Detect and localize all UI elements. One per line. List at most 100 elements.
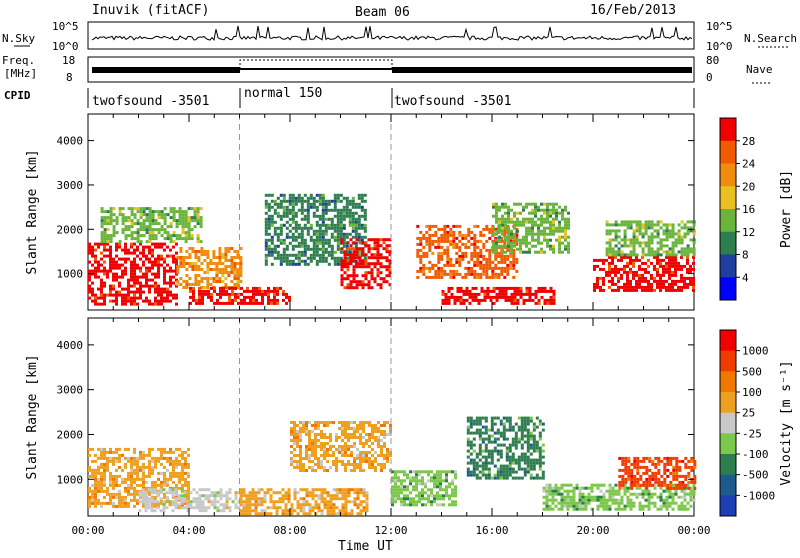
data-cell	[115, 276, 118, 279]
data-cell	[349, 212, 352, 215]
data-cell	[94, 303, 97, 306]
data-cell	[127, 282, 130, 285]
data-cell	[524, 420, 527, 423]
data-cell	[314, 451, 317, 454]
data-cell	[330, 494, 333, 497]
data-cell	[517, 302, 520, 305]
data-cell	[100, 448, 103, 451]
data-cell	[609, 238, 612, 241]
data-cell	[476, 420, 479, 423]
data-cell	[342, 491, 345, 494]
data-cell	[528, 221, 531, 224]
data-cell	[606, 253, 609, 256]
data-cell	[495, 230, 498, 233]
data-cell	[127, 291, 130, 294]
data-cell	[509, 261, 512, 264]
data-cell	[191, 268, 194, 271]
data-cell	[329, 466, 332, 469]
data-cell	[140, 207, 143, 210]
data-cell	[118, 493, 121, 496]
data-cell	[305, 469, 308, 472]
data-cell	[509, 423, 512, 426]
data-cell	[421, 476, 424, 479]
data-cell	[319, 260, 322, 263]
data-cell	[194, 253, 197, 256]
data-cell	[534, 203, 537, 206]
data-cell	[506, 429, 509, 432]
data-cell	[175, 297, 178, 300]
data-cell	[149, 207, 152, 210]
data-cell	[371, 463, 374, 466]
data-cell	[488, 441, 491, 444]
data-cell	[316, 263, 319, 266]
data-cell	[321, 509, 324, 512]
data-cell	[252, 302, 255, 305]
data-cell	[210, 296, 213, 299]
data-cell	[530, 474, 533, 477]
data-cell	[128, 228, 131, 231]
data-cell	[188, 228, 191, 231]
data-cell	[467, 240, 470, 243]
data-cell	[437, 276, 440, 279]
data-cell	[326, 424, 329, 427]
data-cell	[175, 303, 178, 306]
data-cell	[295, 245, 298, 248]
data-cell	[319, 194, 322, 197]
data-cell	[491, 477, 494, 480]
data-cell	[503, 471, 506, 474]
data-cell	[555, 505, 558, 508]
data-cell	[289, 209, 292, 212]
data-cell	[509, 417, 512, 420]
data-cell	[421, 482, 424, 485]
data-cell	[322, 257, 325, 260]
data-cell	[671, 286, 674, 289]
data-cell	[271, 236, 274, 239]
data-cell	[261, 293, 264, 296]
data-cell	[642, 253, 645, 256]
data-cell	[316, 248, 319, 251]
data-cell	[567, 484, 570, 487]
data-cell	[645, 244, 648, 247]
data-cell	[128, 225, 131, 228]
data-cell	[172, 282, 175, 285]
data-cell	[155, 219, 158, 222]
data-cell	[249, 512, 252, 515]
data-cell	[340, 251, 343, 254]
data-cell	[157, 243, 160, 246]
data-cell	[317, 421, 320, 424]
data-cell	[320, 421, 323, 424]
data-cell	[630, 238, 633, 241]
data-cell	[636, 235, 639, 238]
data-cell	[368, 250, 371, 253]
data-cell	[626, 274, 629, 277]
data-cell	[422, 234, 425, 237]
data-cell	[437, 240, 440, 243]
data-cell	[299, 439, 302, 442]
data-cell	[337, 233, 340, 236]
data-cell	[133, 276, 136, 279]
data-cell	[636, 487, 639, 490]
data-cell	[295, 239, 298, 242]
data-cell	[470, 441, 473, 444]
data-cell	[268, 233, 271, 236]
data-cell	[635, 283, 638, 286]
data-cell	[137, 237, 140, 240]
data-cell	[497, 273, 500, 276]
data-cell	[488, 438, 491, 441]
data-cell	[121, 469, 124, 472]
data-cell	[112, 258, 115, 261]
data-cell	[525, 251, 528, 254]
data-cell	[289, 260, 292, 263]
data-cell	[255, 302, 258, 305]
data-cell	[157, 506, 160, 509]
data-cell	[436, 503, 439, 506]
data-cell	[299, 433, 302, 436]
data-cell	[203, 277, 206, 280]
data-cell	[473, 237, 476, 240]
data-cell	[271, 200, 274, 203]
data-cell	[110, 234, 113, 237]
data-cell	[106, 273, 109, 276]
data-cell	[169, 457, 172, 460]
data-cell	[184, 451, 187, 454]
data-cell	[197, 280, 200, 283]
